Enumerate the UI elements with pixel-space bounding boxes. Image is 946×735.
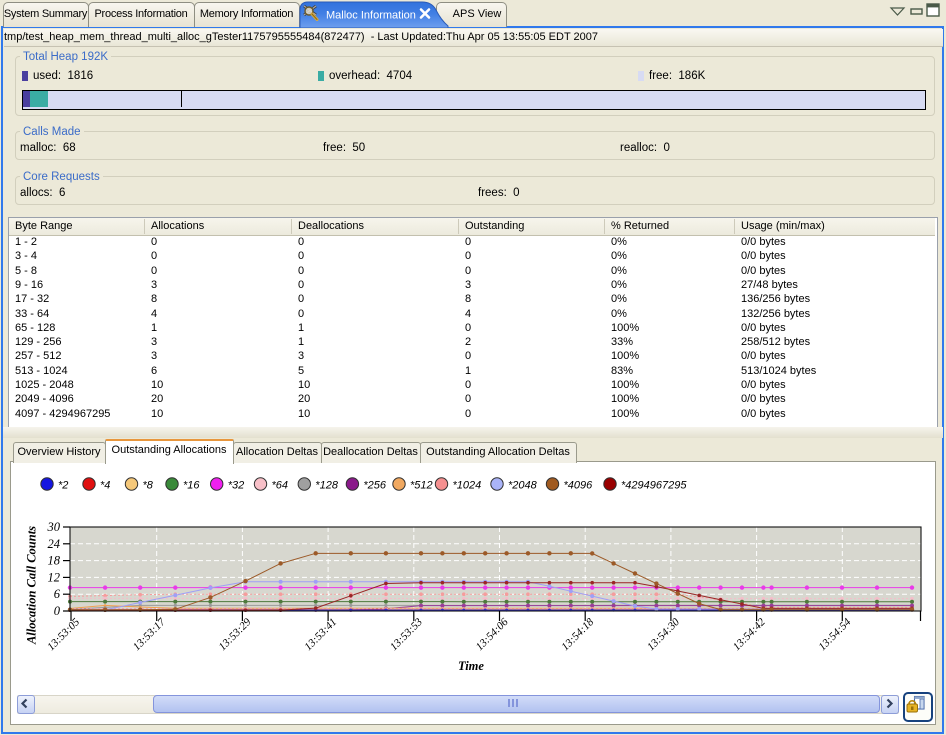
svg-text:Malloc Information: Malloc Information bbox=[326, 10, 416, 22]
